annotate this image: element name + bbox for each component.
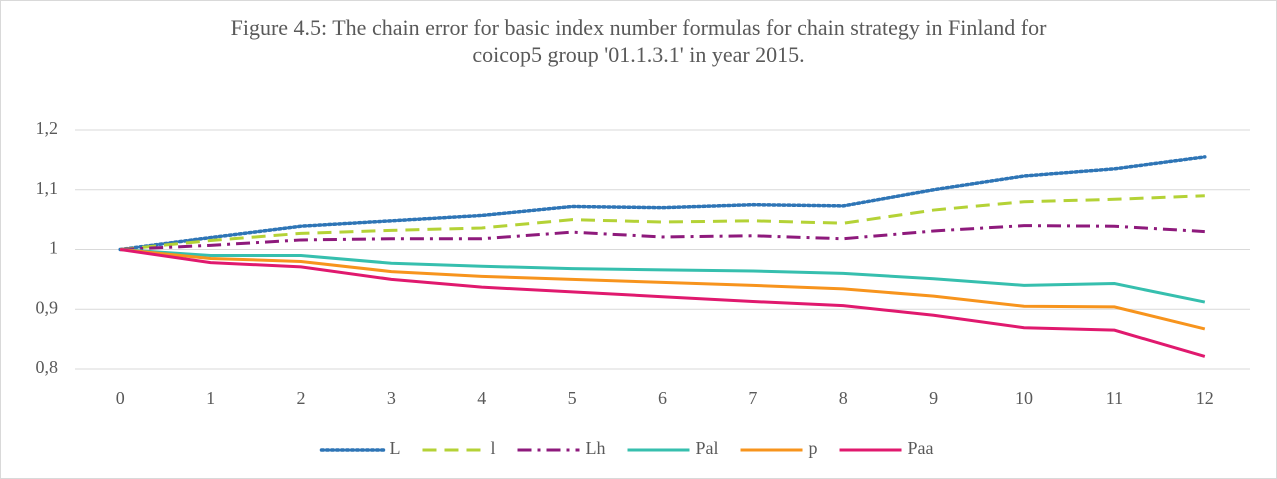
legend-label: Paa [908, 438, 934, 458]
title-box: Figure 4.5: The chain error for basic in… [0, 14, 1277, 68]
series-line [119, 248, 1206, 358]
y-tick-label: 0,8 [36, 357, 59, 377]
series-line [120, 248, 1206, 304]
legend-label: Pal [696, 438, 719, 458]
x-tick-label: 1 [206, 388, 215, 408]
series-line [120, 194, 1205, 251]
y-tick-label: 1,2 [36, 118, 59, 138]
x-tick-label: 6 [658, 388, 667, 408]
series-line [120, 224, 1205, 251]
chart-title: Figure 4.5: The chain error for basic in… [230, 15, 1047, 67]
legend-label: Lh [586, 438, 606, 458]
x-tick-label: 4 [477, 388, 486, 408]
x-tick-label: 2 [296, 388, 305, 408]
legend-label: L [389, 438, 400, 458]
x-tick-label: 0 [116, 388, 125, 408]
series-line [118, 155, 1207, 252]
y-tick-label: 1,1 [36, 178, 59, 198]
x-tick-label: 10 [1015, 388, 1033, 408]
legend-label: p [809, 438, 818, 458]
x-tick-label: 11 [1106, 388, 1123, 408]
series-line [120, 248, 1206, 331]
y-tick-label: 1 [49, 238, 58, 258]
x-tick-label: 8 [839, 388, 848, 408]
x-tick-label: 3 [387, 388, 396, 408]
x-tick-label: 12 [1196, 388, 1214, 408]
x-tick-label: 9 [929, 388, 938, 408]
x-tick-label: 5 [568, 388, 577, 408]
legend-label: l [490, 438, 495, 458]
x-tick-label: 7 [748, 388, 757, 408]
y-tick-label: 0,9 [36, 297, 59, 317]
